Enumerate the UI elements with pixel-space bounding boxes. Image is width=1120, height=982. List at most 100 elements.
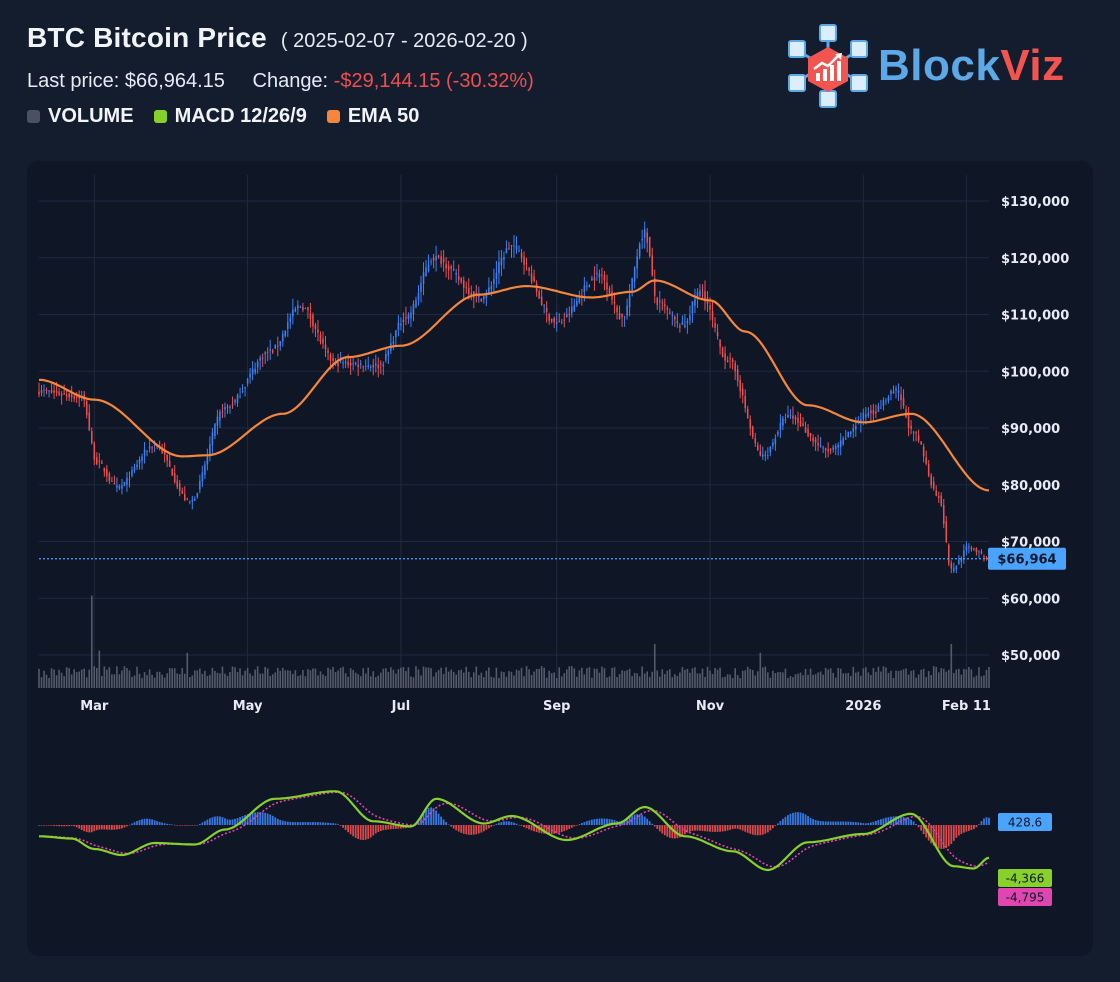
macd-histogram-bar [347,825,350,833]
candle-body [965,546,968,551]
volume-bar [746,666,749,688]
blockviz-logo: BlockViz [786,23,1065,109]
candle-body [43,389,45,391]
volume-bar [714,667,716,688]
candle-body [199,480,201,490]
candle-body [719,339,721,348]
volume-bar [430,668,432,688]
macd-histogram-bar [322,822,324,825]
volume-bar [274,672,277,688]
macd-histogram-bar [387,825,390,830]
macd-histogram-bar [583,822,586,825]
candle-body [450,266,452,269]
candle-body [782,418,784,426]
volume-bar [553,672,556,688]
candle-body [897,390,900,393]
candle-body [548,314,550,321]
macd-histogram-bar [719,825,721,832]
volume-bar [276,667,279,688]
macd-histogram-bar [95,825,98,831]
volume-bar [432,676,435,688]
volume-bar [309,670,312,688]
macd-histogram-bar [922,825,925,835]
volume-bar [307,669,309,688]
volume-bar [73,669,75,688]
macd-histogram-bar [912,821,915,825]
volume-bar [224,673,226,688]
candle-body [402,319,405,323]
volume-bar [60,672,63,688]
macd-histogram-bar [191,825,194,826]
volume-bar [955,669,958,688]
macd-histogram-bar [681,825,684,837]
volume-bar [970,669,973,688]
macd-histogram-bar [65,825,68,827]
macd-histogram-bar [186,825,189,826]
macd-histogram-bar [85,825,88,833]
legend-label-ema: EMA 50 [347,105,420,127]
candle-body [440,256,442,265]
macd-histogram-bar [116,825,118,830]
macd-histogram-bar [450,825,453,827]
volume-bar [749,668,752,688]
candle-body [925,457,927,464]
candle-body [214,423,216,437]
candle-body [704,291,706,302]
macd-histogram-bar [389,825,392,830]
candle-body [462,280,465,288]
macd-histogram-bar [596,818,598,825]
macd-histogram-bar [563,825,566,832]
volume-bar [349,668,352,688]
macd-histogram-bar [701,825,704,831]
volume-bar [802,675,804,688]
candle-body [528,268,530,272]
volume-bar [211,667,214,688]
candle-body [555,322,558,325]
chart-panel: $66,964 $130,000 $120,000 $110,000 $100,000… [27,161,1093,956]
macd-histogram-bar [472,825,475,835]
candle-body [875,411,877,414]
price-chart[interactable]: $66,964 $130,000 $120,000 $110,000 $100,000… [27,161,1093,956]
candle-body [96,457,98,465]
volume-bar [721,677,724,688]
macd-histogram-bar [859,822,862,825]
candle-body [246,379,249,384]
macd-histogram-bar [962,825,965,833]
candle-body [53,390,55,393]
macd-histogram-bar [482,825,485,832]
volume-bar [973,677,975,688]
macd-histogram-bar [789,813,792,825]
candle-body [679,325,681,328]
volume-bar [646,671,649,688]
macd-histogram-bar [286,821,289,825]
legend-item-ema[interactable]: EMA 50 [326,105,420,128]
macd-histogram-bar [832,821,835,825]
volume-bar [503,672,505,688]
macd-histogram-bar [309,822,312,825]
macd-histogram-bar [299,822,302,825]
candle-body [181,490,184,494]
volume-bar [281,667,284,688]
candle-body [420,283,422,292]
legend-item-volume[interactable]: VOLUME [27,105,134,128]
candle-body [877,405,880,412]
macd-histogram-bar [518,824,520,826]
candle-body [224,406,226,410]
macd-histogram-bar [950,825,953,844]
candle-body [362,366,364,368]
volume-bar [648,676,651,688]
candle-body [545,307,548,312]
candle-body [689,315,691,321]
legend-item-macd[interactable]: MACD 12/26/9 [153,105,307,128]
volume-bar [651,671,654,688]
macd-histogram-bar [895,816,897,825]
candle-body [191,499,194,502]
macd-histogram-bar [852,821,855,825]
macd-histogram-bar [158,822,161,825]
candle-body [892,391,895,394]
macd-histogram-bar [372,825,375,836]
volume-bar [865,667,867,688]
candle-body [920,441,922,445]
candle-body [530,273,533,282]
volume-bar [261,673,264,688]
